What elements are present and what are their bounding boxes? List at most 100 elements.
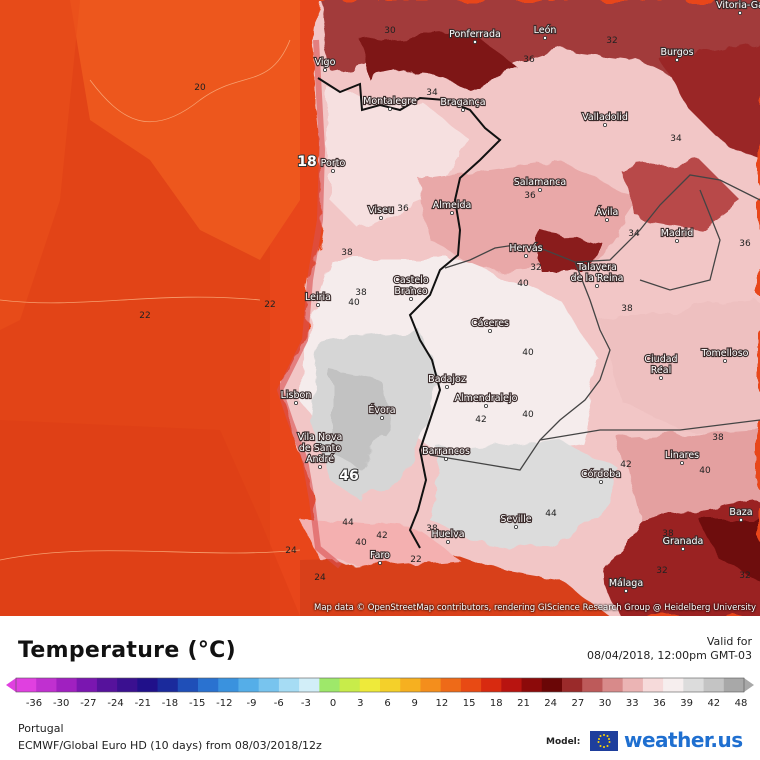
isotherm-label: 22	[139, 311, 150, 321]
city-marker	[659, 375, 664, 380]
city-marker	[524, 253, 529, 258]
eu-flag-icon	[590, 731, 618, 751]
city-marker	[317, 442, 322, 447]
city-marker	[599, 479, 604, 484]
scale-swatch	[117, 678, 138, 692]
city-label: Almendralejo	[455, 393, 518, 404]
valid-time: 08/04/2018, 12:00pm GMT-03	[587, 649, 752, 662]
city-marker	[675, 58, 680, 63]
city-marker	[408, 285, 413, 290]
city-marker	[387, 107, 392, 112]
scale-swatch	[582, 678, 603, 692]
city-marker	[603, 123, 608, 128]
scale-swatch	[177, 678, 199, 692]
isotherm-label: 44	[545, 509, 557, 519]
isotherm-label: 40	[517, 279, 529, 289]
scale-swatch	[359, 678, 381, 692]
city-marker	[322, 68, 327, 73]
scale-tick-label: 33	[626, 698, 639, 709]
scale-swatch	[541, 678, 563, 692]
legend-panel: Temperature (°C) Valid for 08/04/2018, 1…	[0, 616, 760, 760]
region-label: Portugal	[18, 722, 64, 735]
city-label: Montalegre	[363, 96, 417, 107]
city-label: Barrancos	[422, 446, 470, 457]
city-label: Ponferrada	[449, 29, 501, 40]
city-marker	[538, 187, 543, 192]
isotherm-line	[0, 296, 261, 304]
isotherm-label: 38	[621, 304, 633, 314]
scale-tick-label: -24	[107, 698, 123, 709]
isotherm-label: 42	[620, 460, 631, 470]
coastline-shade	[276, 39, 342, 569]
temperature-map[interactable]: 30 32 36 34 20 34 36 36 34 36 38 32 38 40 40 22 22 38 40 40…	[0, 0, 760, 616]
scale-tick-label: 30	[599, 698, 612, 709]
extreme-temperature-label: 18	[297, 154, 316, 170]
isotherm-label: 36	[524, 191, 536, 201]
isotherm-label: 34	[670, 134, 682, 144]
scale-tick-label: 36	[653, 698, 666, 709]
scale-tick-label: -15	[189, 698, 205, 709]
scale-tick-label: -12	[216, 698, 232, 709]
scale-tick-label: 0	[330, 698, 336, 709]
city-label: Baza	[729, 507, 752, 518]
city-marker	[681, 547, 686, 552]
scale-tick-label: -27	[80, 698, 96, 709]
city-label: Lisbon	[281, 390, 312, 401]
valid-time-block: Valid for 08/04/2018, 12:00pm GMT-03	[587, 635, 752, 663]
city-label: de la Reina	[571, 273, 624, 284]
scale-swatch	[258, 678, 280, 692]
scale-swatch	[56, 678, 78, 692]
scale-arrow-right	[744, 678, 754, 692]
scale-swatch	[481, 678, 502, 692]
isotherm-label: 40	[522, 348, 534, 358]
isotherm-label: 34	[628, 229, 640, 239]
isotherm-label: 24	[314, 573, 326, 583]
isotherm-label: 40	[699, 466, 711, 476]
isotherm-line	[0, 549, 301, 561]
city-marker	[330, 168, 335, 173]
scale-tick-label: -3	[301, 698, 311, 709]
city-label: Viseu	[368, 205, 394, 216]
isotherm-label: 32	[656, 566, 667, 576]
isotherm-label: 40	[355, 538, 367, 548]
ocean-warm-patch	[70, 0, 300, 260]
scale-swatch	[278, 678, 300, 692]
isotherm-label: 40	[522, 410, 534, 420]
gulf-cadiz	[300, 555, 620, 616]
city-marker	[293, 400, 298, 405]
city-label: Bragança	[440, 97, 485, 108]
scale-tick-label: 42	[707, 698, 720, 709]
scale-tick-label: -6	[274, 698, 284, 709]
model-run-line: ECMWF/Global Euro HD (10 days) from 08/0…	[18, 739, 322, 752]
city-label: Linares	[665, 450, 699, 461]
region-border-east	[539, 419, 760, 441]
scale-tick-label: -30	[53, 698, 69, 709]
city-label: Talavera	[576, 262, 617, 273]
weather-us-logo[interactable]: weather.us	[624, 728, 743, 752]
city-label: Porto	[321, 158, 346, 169]
isotherm-label: 32	[739, 571, 750, 581]
city-marker	[723, 358, 728, 363]
isotherm-label: 36	[397, 204, 409, 214]
scale-swatch	[218, 678, 239, 692]
city-marker	[317, 453, 322, 458]
scale-arrow-left	[6, 678, 16, 692]
city-label: Hervás	[509, 243, 542, 254]
isotherm-label: 22	[264, 300, 275, 310]
city-label: Huelva	[431, 529, 464, 540]
city-marker	[445, 540, 450, 545]
city-marker	[595, 283, 600, 288]
scale-border	[15, 677, 745, 693]
scale-tick-label: 6	[384, 698, 390, 709]
city-label: Vigo	[315, 57, 336, 68]
scale-swatch	[642, 678, 664, 692]
ocean-south-patch	[0, 420, 300, 616]
scale-tick-label: -36	[26, 698, 42, 709]
scale-swatch	[440, 678, 462, 692]
city-label: Almeida	[433, 200, 472, 211]
scale-tick-label: 48	[735, 698, 748, 709]
scale-swatch	[622, 678, 644, 692]
scale-swatch	[521, 678, 543, 692]
scale-swatch	[299, 678, 320, 692]
region-border-south	[429, 261, 611, 471]
